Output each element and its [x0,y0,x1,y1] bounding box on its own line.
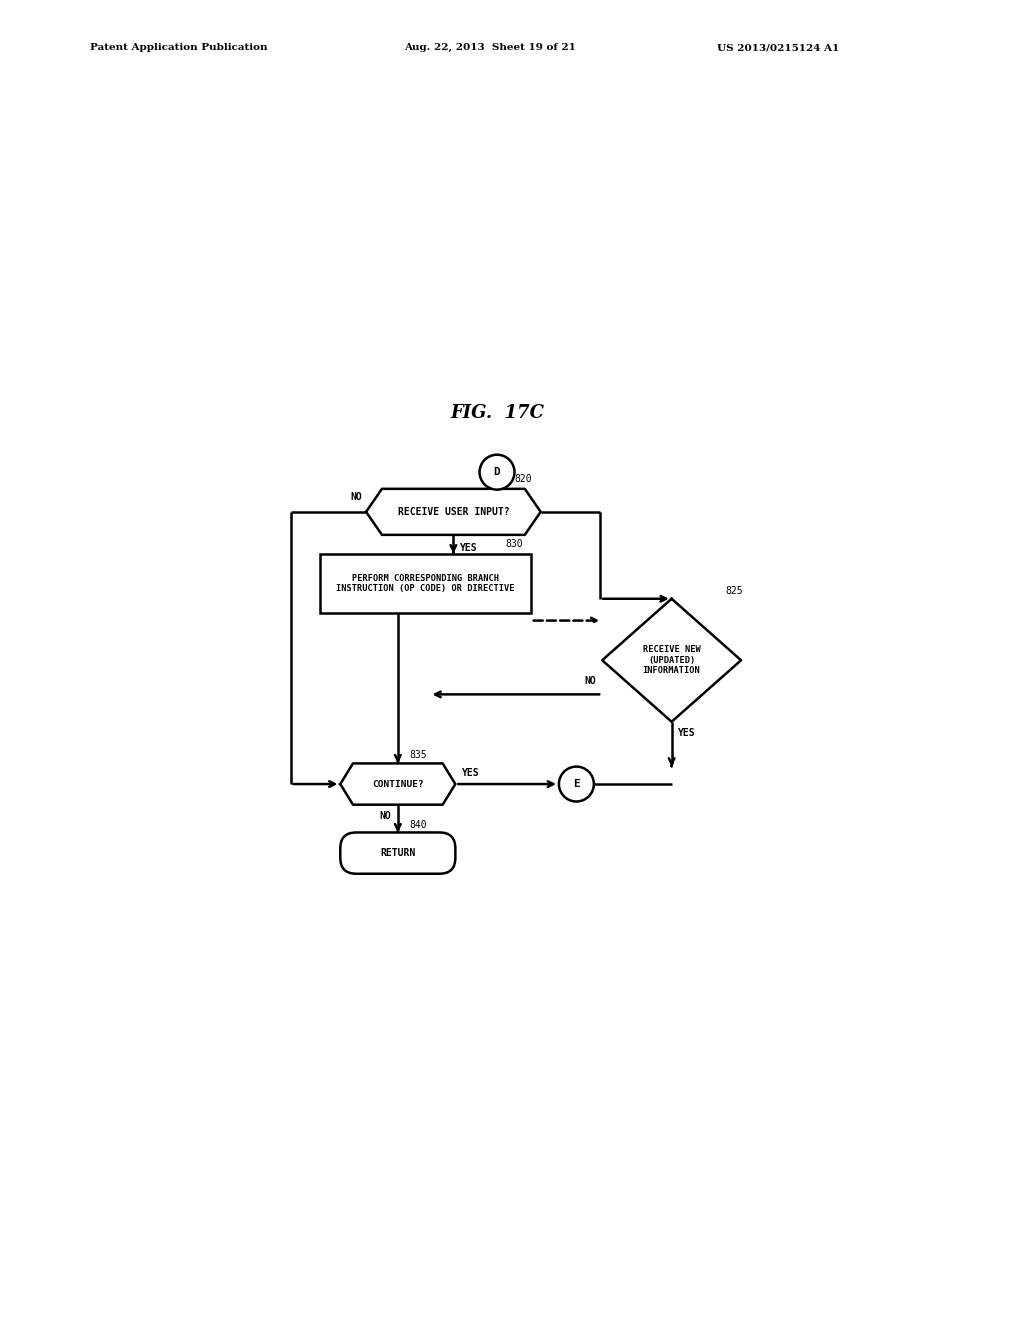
Circle shape [479,454,514,490]
FancyBboxPatch shape [340,833,456,874]
Text: Aug. 22, 2013  Sheet 19 of 21: Aug. 22, 2013 Sheet 19 of 21 [404,44,577,51]
Text: RETURN: RETURN [380,847,416,858]
Text: YES: YES [460,543,477,553]
Text: 820: 820 [514,474,532,484]
Circle shape [559,767,594,801]
Text: E: E [573,779,580,789]
Text: NO: NO [350,492,362,503]
Polygon shape [367,488,541,535]
Text: YES: YES [462,768,479,777]
Text: FIG.  17C: FIG. 17C [450,404,544,421]
Polygon shape [340,763,456,805]
Text: 825: 825 [725,586,742,595]
Text: RECEIVE USER INPUT?: RECEIVE USER INPUT? [397,507,509,517]
Text: CONTINUE?: CONTINUE? [372,780,424,788]
Text: 830: 830 [506,539,523,549]
Text: Patent Application Publication: Patent Application Publication [90,44,267,51]
Text: D: D [494,467,501,477]
Polygon shape [602,599,741,722]
Text: 840: 840 [410,820,427,829]
Text: YES: YES [678,729,695,738]
Text: PERFORM CORRESPONDING BRANCH
INSTRUCTION (OP CODE) OR DIRECTIVE: PERFORM CORRESPONDING BRANCH INSTRUCTION… [336,574,515,593]
Text: RECEIVE NEW
(UPDATED)
INFORMATION: RECEIVE NEW (UPDATED) INFORMATION [643,645,700,675]
Bar [321,553,530,612]
Text: NO: NO [584,676,596,686]
Text: 835: 835 [410,751,427,760]
Text: US 2013/0215124 A1: US 2013/0215124 A1 [717,44,839,51]
Text: NO: NO [380,810,391,821]
